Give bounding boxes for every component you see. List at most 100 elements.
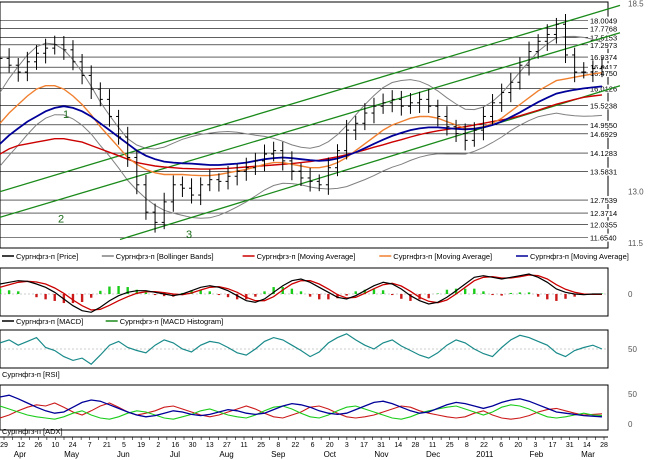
price-label-bg xyxy=(588,24,632,33)
price-level-label: 18.0049 xyxy=(590,17,617,26)
x-tick-label: 22 xyxy=(292,442,300,449)
macd-histogram-bar xyxy=(381,290,385,294)
x-tick-label: 29 xyxy=(0,442,8,449)
macd-histogram-bar xyxy=(162,294,166,297)
macd-histogram-bar xyxy=(527,292,531,294)
price-label-bg xyxy=(588,40,632,49)
macd-histogram-bar xyxy=(463,288,467,294)
adx-axis-label: 0 xyxy=(628,420,633,429)
price-level-label: 16.6417 xyxy=(590,63,617,72)
x-tick-label: 12 xyxy=(17,442,25,449)
x-tick-label: 21 xyxy=(103,442,111,449)
x-month-label: Jul xyxy=(170,450,180,459)
macd-histogram-bar xyxy=(7,290,11,294)
macd-histogram-bar xyxy=(436,293,440,294)
x-month-label: Dec xyxy=(426,450,440,459)
moving-average-blue xyxy=(0,85,603,166)
x-tick-label: 28 xyxy=(600,442,608,449)
price-level-label: 17.7768 xyxy=(590,24,617,33)
macd-histogram-bar xyxy=(17,291,20,294)
legend-label: Сургнфгз-п [MACD] xyxy=(16,317,83,326)
x-tick-label: 27 xyxy=(223,442,231,449)
price-label-bg xyxy=(588,233,632,242)
x-tick-label: 10 xyxy=(52,442,60,449)
macd-histogram-bar xyxy=(199,289,202,294)
price-label-bg xyxy=(588,196,632,205)
macd-histogram-bar xyxy=(327,294,330,300)
macd-histogram-bar xyxy=(153,294,157,296)
price-label-bg xyxy=(588,101,632,110)
macd-histogram-bar xyxy=(546,294,549,300)
x-month-label: Nov xyxy=(374,450,388,459)
x-tick-label: 30 xyxy=(189,442,197,449)
macd-histogram-bar xyxy=(90,294,93,298)
macd-histogram-bar xyxy=(509,292,512,294)
adx-plus-di-line xyxy=(0,404,603,420)
x-month-label: Aug xyxy=(219,450,233,459)
x-tick-label: 17 xyxy=(549,442,557,449)
price-label-bg xyxy=(588,149,632,158)
macd-histogram-bar xyxy=(235,294,239,300)
channel-line-1 xyxy=(0,4,621,193)
x-tick-label: 28 xyxy=(412,442,420,449)
price-label-bg xyxy=(588,63,632,72)
rsi-axis-label: 50 xyxy=(628,345,637,354)
x-month-label: Apr xyxy=(14,450,27,459)
macd-histogram-bar xyxy=(427,294,430,299)
macd-histogram-bar xyxy=(272,287,275,294)
macd-axis-label: 0 xyxy=(628,290,633,299)
x-month-label: May xyxy=(64,450,79,459)
macd-histogram-bar xyxy=(144,292,148,294)
x-tick-label: 11 xyxy=(240,442,247,449)
legend-label: Сургнфгз-п [MACD Histogram] xyxy=(120,317,224,326)
macd-histogram-bar xyxy=(254,294,257,297)
legend-label: Сургнфгз-п [Moving Average] xyxy=(393,252,492,261)
x-month-label: Mar xyxy=(581,450,595,459)
macd-histogram-bar xyxy=(135,289,139,294)
macd-histogram-bar xyxy=(391,294,394,296)
macd-line xyxy=(0,273,602,313)
channel-label: 1 xyxy=(63,109,69,121)
macd-histogram-bar xyxy=(80,294,84,302)
macd-histogram-bar xyxy=(482,291,485,294)
price-label-bg xyxy=(588,220,632,229)
macd-histogram-bar xyxy=(491,294,494,296)
x-tick-label: 5 xyxy=(122,442,126,449)
adx-axis-label: 50 xyxy=(628,390,637,399)
macd-histogram-bar xyxy=(35,294,38,298)
macd-signal-line xyxy=(0,274,602,311)
x-tick-label: 20 xyxy=(514,442,522,449)
channel-label: 2 xyxy=(58,213,64,225)
legend-label: Сургнфгз-п [Moving Average] xyxy=(257,252,356,261)
x-tick-label: 16 xyxy=(172,442,180,449)
macd-histogram-bar xyxy=(354,291,357,294)
macd-histogram-bar xyxy=(573,294,576,297)
adx-line xyxy=(0,394,603,418)
price-level-label: 16.0126 xyxy=(590,85,617,94)
price-level-label: 14.9550 xyxy=(590,121,617,130)
x-tick-label: 22 xyxy=(480,442,488,449)
macd-histogram-bar xyxy=(564,294,567,299)
x-tick-label: 26 xyxy=(34,442,42,449)
macd-histogram-bar xyxy=(555,294,558,301)
macd-histogram-bar xyxy=(363,289,367,294)
legend-label: Сургнфгз-п [Price] xyxy=(16,252,78,261)
x-tick-label: 24 xyxy=(69,442,77,449)
x-month-label: Sep xyxy=(271,450,286,459)
price-level-label: 11.6540 xyxy=(590,234,617,243)
price-axis-label: 18.5 xyxy=(628,0,644,9)
macd-histogram-bar xyxy=(500,294,503,296)
macd-histogram-bar xyxy=(190,290,193,294)
adx-minus-di-line xyxy=(0,402,603,420)
macd-histogram-bar xyxy=(372,289,376,294)
macd-histogram-bar xyxy=(217,294,221,296)
price-level-label: 13.5831 xyxy=(590,168,617,177)
x-tick-label: 3 xyxy=(533,442,537,449)
macd-histogram-bar xyxy=(208,291,211,294)
macd-histogram-bar xyxy=(117,286,120,294)
x-month-label: Oct xyxy=(324,450,337,459)
macd-histogram-bar xyxy=(263,291,266,294)
macd-histogram-bar xyxy=(71,294,75,304)
